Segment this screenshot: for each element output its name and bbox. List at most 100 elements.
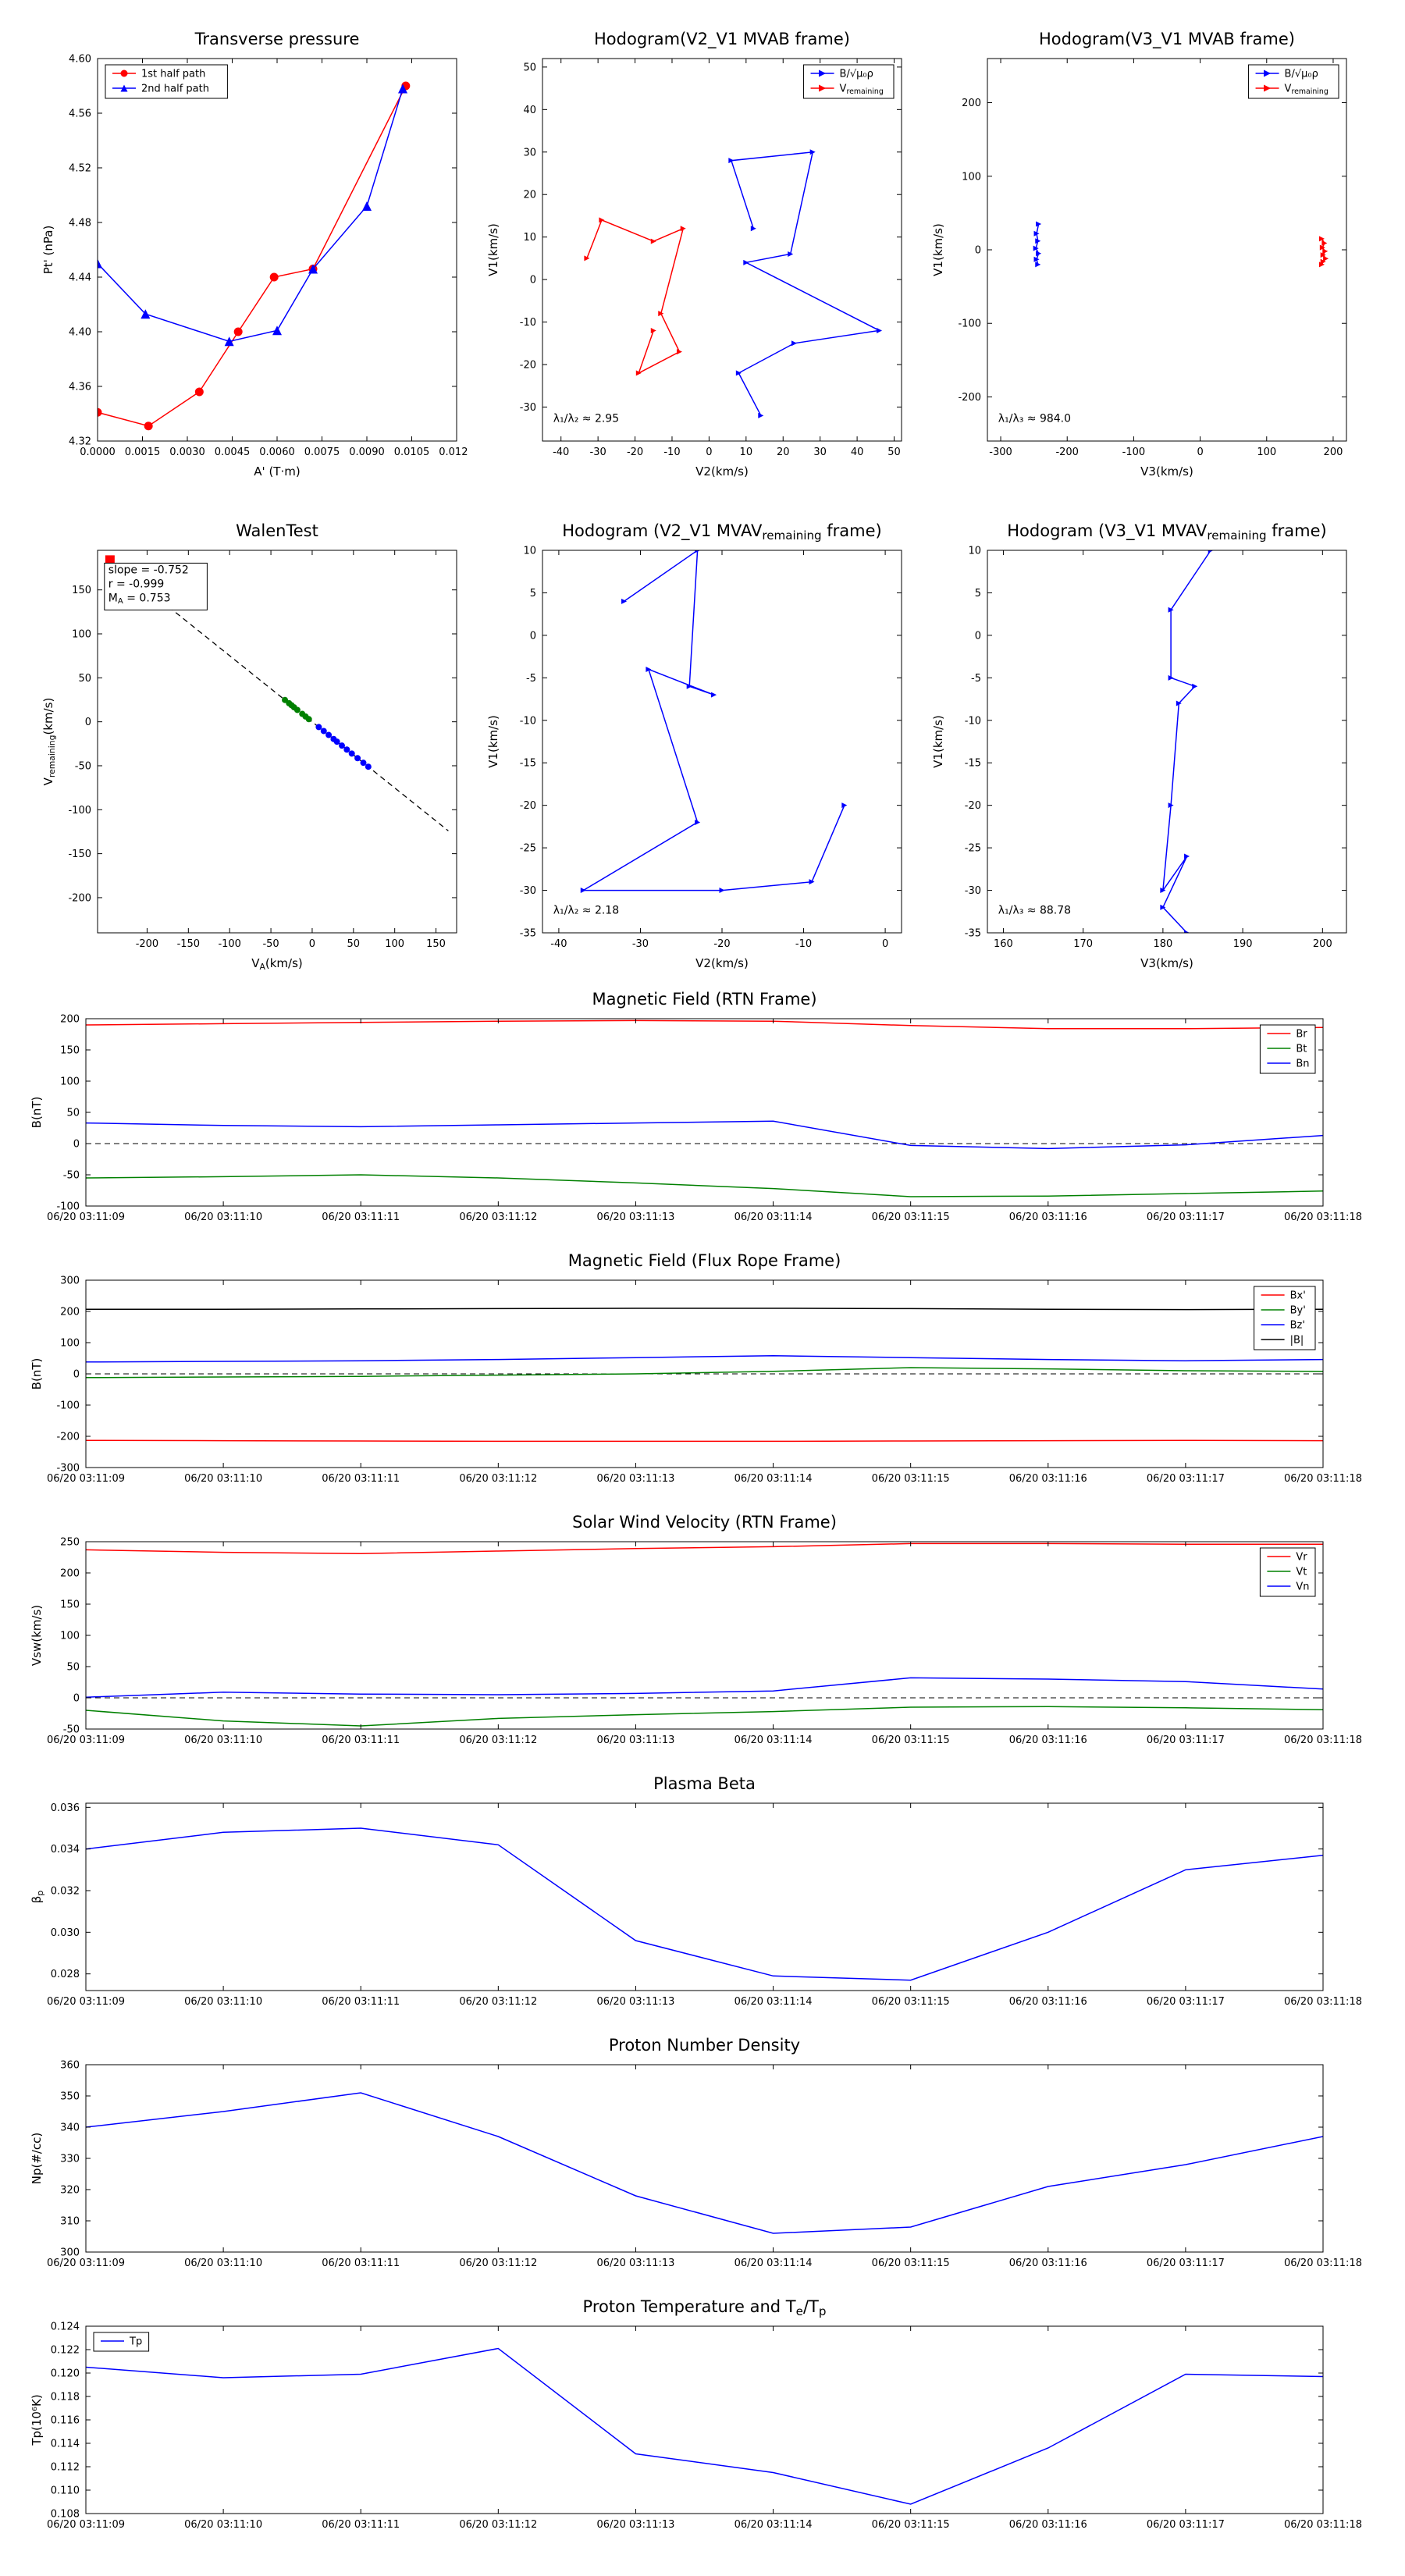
- svg-text:Bx': Bx': [1290, 1290, 1306, 1302]
- svg-text:-100: -100: [56, 1400, 80, 1412]
- legend: 1st half path 2nd half path: [105, 64, 228, 99]
- svg-text:-300: -300: [989, 447, 1012, 458]
- svg-text:06/20 03:11:13: 06/20 03:11:13: [596, 1996, 674, 2008]
- svg-text:100: 100: [72, 629, 91, 641]
- series-Bz': [86, 1355, 1323, 1363]
- svg-text:Vremaining: Vremaining: [840, 84, 884, 97]
- legend-box: [803, 64, 895, 99]
- svg-text:0.028: 0.028: [51, 1969, 80, 1980]
- svg-text:4.40: 4.40: [69, 327, 91, 339]
- svg-text:0.0015: 0.0015: [125, 447, 161, 458]
- transverse-pressure-xlabel: A' (T·m): [254, 464, 300, 479]
- panel-magnetic-field-flux-rope: 06/20 03:11:09 06/20 03:11:10 06/20 03:11:…: [8, 1241, 1397, 1503]
- svg-text:0.032: 0.032: [51, 1886, 80, 1898]
- plot-background: [86, 2326, 1323, 2514]
- series-group: [584, 149, 883, 418]
- svg-text:06/20 03:11:15: 06/20 03:11:15: [872, 2519, 950, 2531]
- svg-text:-30: -30: [520, 402, 536, 414]
- svg-text:06/20 03:11:12: 06/20 03:11:12: [459, 1212, 537, 1223]
- svg-text:-30: -30: [590, 447, 606, 458]
- panel-hodogram-v3v1-mvab: -300 -200 -100 0 100 200 -200 -100 0 100 200 Hodogr…: [913, 12, 1358, 496]
- svg-text:06/20 03:11:14: 06/20 03:11:14: [735, 1996, 813, 2008]
- plot-border: [542, 58, 902, 442]
- magnetic-field-rtn-chart: 06/20 03:11:09 06/20 03:11:10 06/20 03:11:…: [30, 990, 1362, 1224]
- plot-border: [97, 550, 457, 934]
- svg-text:10: 10: [523, 546, 536, 557]
- svg-text:0: 0: [706, 447, 712, 458]
- svg-text:0.116: 0.116: [51, 2415, 80, 2427]
- svg-text:-50: -50: [63, 1170, 80, 1182]
- svg-text:0.0075: 0.0075: [304, 447, 340, 458]
- magnetic-field-rtn-ylabel: B(nT): [30, 1097, 44, 1129]
- svg-text:310: 310: [60, 2216, 80, 2228]
- svg-text:06/20 03:11:18: 06/20 03:11:18: [1284, 1473, 1362, 1485]
- plot-border: [987, 550, 1347, 934]
- hodogram-v2v1-mvav-chart: -40 -30 -20 -10 0 -35 -30 -25 -20 -15 -10 -5 0 5 10 Hod…: [486, 521, 902, 970]
- svg-text:5: 5: [530, 588, 536, 600]
- svg-text:λ₁/λ₃ ≈ 984.0: λ₁/λ₃ ≈ 984.0: [998, 413, 1071, 425]
- svg-text:0: 0: [882, 938, 888, 950]
- series-group: [98, 81, 411, 431]
- svg-text:λ₁/λ₃ ≈ 88.78: λ₁/λ₃ ≈ 88.78: [998, 905, 1071, 917]
- axis-ticks: 06/20 03:11:09 06/20 03:11:10 06/20 03:11:…: [47, 2060, 1362, 2270]
- svg-text:150: 150: [72, 585, 91, 596]
- series-Vr: [86, 1542, 1323, 1554]
- svg-text:0.0030: 0.0030: [169, 447, 205, 458]
- svg-text:-50: -50: [75, 760, 91, 772]
- proton-temperature-ylabel: Tp(10⁶K): [30, 2394, 44, 2446]
- svg-text:06/20 03:11:16: 06/20 03:11:16: [1009, 1473, 1087, 1485]
- solar-wind-velocity-ylabel: Vsw(km/s): [30, 1605, 44, 1666]
- svg-text:-30: -30: [965, 885, 981, 897]
- svg-text:150: 150: [426, 938, 446, 950]
- svg-text:200: 200: [60, 1014, 80, 1026]
- svg-text:40: 40: [851, 447, 864, 458]
- svg-text:06/20 03:11:09: 06/20 03:11:09: [47, 2519, 125, 2531]
- svg-text:0.118: 0.118: [51, 2392, 80, 2403]
- legend: Vr Vt Vn: [1259, 1547, 1316, 1597]
- svg-text:4.52: 4.52: [69, 163, 91, 175]
- svg-text:06/20 03:11:16: 06/20 03:11:16: [1009, 2519, 1087, 2531]
- svg-text:-15: -15: [965, 758, 981, 770]
- svg-text:06/20 03:11:11: 06/20 03:11:11: [322, 1473, 400, 1485]
- panel-hodogram-v2v1-mvav: -40 -30 -20 -10 0 -35 -30 -25 -20 -15 -10 -5 0 5 10 Hod…: [468, 503, 913, 987]
- svg-text:4.60: 4.60: [69, 54, 91, 66]
- svg-text:20: 20: [777, 447, 790, 458]
- series-V_{remaining}: [586, 219, 685, 375]
- svg-text:10: 10: [523, 232, 536, 244]
- svg-text:0: 0: [73, 1693, 80, 1705]
- svg-text:06/20 03:11:18: 06/20 03:11:18: [1284, 1996, 1362, 2008]
- svg-text:-50: -50: [63, 1724, 80, 1736]
- svg-text:4.36: 4.36: [69, 382, 91, 393]
- proton-temperature-chart: 06/20 03:11:09 06/20 03:11:10 06/20 03:11:…: [30, 2297, 1362, 2531]
- series-V_{remaining}: [581, 550, 845, 891]
- annotation: λ₁/λ₂ ≈ 2.18: [553, 905, 619, 917]
- svg-text:100: 100: [1257, 447, 1276, 458]
- walen-test-xlabel: VA(km/s): [251, 956, 303, 972]
- annotation: λ₁/λ₃ ≈ 88.78: [998, 905, 1071, 917]
- hodogram-v2v1-mvav-xlabel: V2(km/s): [695, 956, 749, 970]
- series-By': [86, 1367, 1323, 1379]
- hodogram-v3v1-mvab-title: Hodogram(V3_V1 MVAB frame): [1039, 30, 1295, 49]
- svg-text:0: 0: [1197, 447, 1203, 458]
- annotation: λ₁/λ₂ ≈ 2.95: [553, 413, 619, 425]
- svg-text:-10: -10: [965, 715, 981, 727]
- svg-text:-40: -40: [550, 938, 567, 950]
- svg-text:B/√μ₀ρ: B/√μ₀ρ: [840, 69, 873, 80]
- svg-text:-100: -100: [218, 938, 241, 950]
- plot-background: [542, 59, 902, 441]
- svg-text:-150: -150: [68, 849, 91, 860]
- legend: Br Bt Bn: [1259, 1024, 1316, 1074]
- axis-ticks: 06/20 03:11:09 06/20 03:11:10 06/20 03:11:…: [47, 1014, 1362, 1224]
- svg-text:10: 10: [740, 447, 753, 458]
- svg-text:40: 40: [523, 105, 536, 116]
- svg-text:0: 0: [975, 630, 981, 642]
- svg-text:-200: -200: [1055, 447, 1079, 458]
- svg-text:0: 0: [530, 630, 536, 642]
- axis-ticks: -40 -30 -20 -10 0 -35 -30 -25 -20 -15 -10 -5 0 5 10: [520, 546, 902, 950]
- svg-text:50: 50: [66, 1662, 80, 1674]
- series-fit-line: [109, 559, 449, 831]
- svg-text:0: 0: [73, 1369, 80, 1381]
- svg-text:06/20 03:11:15: 06/20 03:11:15: [872, 1996, 950, 2008]
- svg-text:06/20 03:11:14: 06/20 03:11:14: [735, 2258, 813, 2269]
- svg-text:-100: -100: [56, 1201, 80, 1213]
